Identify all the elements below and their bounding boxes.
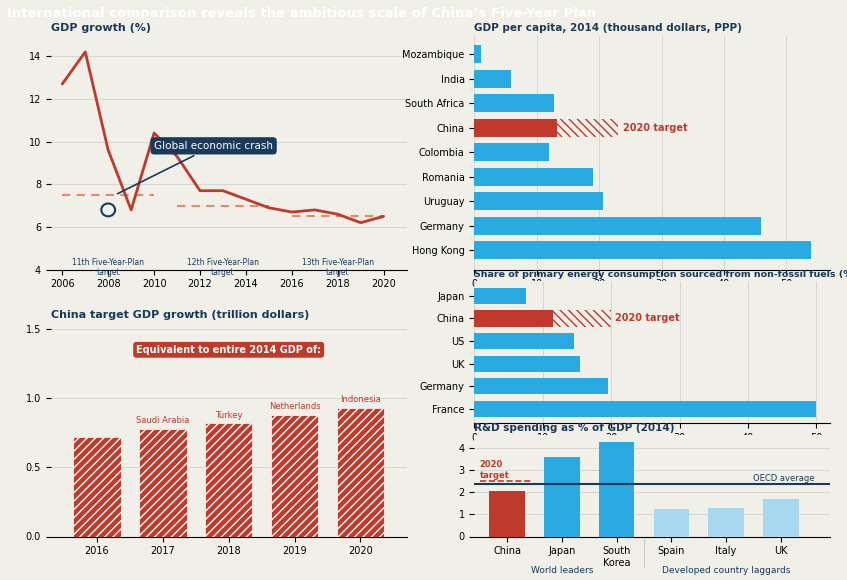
Bar (474, 95, 554, 112)
Text: Developed country laggards: Developed country laggards (662, 566, 790, 575)
Bar (73, 437, 120, 536)
Text: OECD average: OECD average (753, 474, 815, 483)
Text: 2020 target: 2020 target (615, 313, 679, 324)
Bar (139, 429, 186, 536)
Bar (474, 356, 580, 372)
Text: Netherlands: Netherlands (268, 402, 320, 411)
Bar (763, 499, 799, 536)
Bar (490, 491, 525, 536)
Bar (654, 509, 689, 536)
Bar (544, 457, 579, 536)
Bar (474, 241, 811, 259)
Text: World leaders: World leaders (531, 566, 593, 575)
Bar (474, 45, 481, 63)
Bar (708, 508, 744, 536)
Bar (474, 288, 526, 304)
Bar (271, 415, 318, 536)
Text: 13th Five-Year-Plan
target: 13th Five-Year-Plan target (302, 258, 374, 277)
Bar (474, 378, 608, 394)
Text: GDP per capita, 2014 (thousand dollars, PPP): GDP per capita, 2014 (thousand dollars, … (474, 23, 742, 32)
Text: Turkey: Turkey (215, 411, 242, 419)
Bar (205, 423, 252, 536)
Bar (474, 70, 511, 88)
Text: Saudi Arabia: Saudi Arabia (136, 416, 190, 425)
Text: Equivalent to entire 2014 GDP of:: Equivalent to entire 2014 GDP of: (136, 345, 321, 355)
Text: 11th Five-Year-Plan
target: 11th Five-Year-Plan target (72, 258, 144, 277)
Bar (474, 193, 603, 210)
Text: China target GDP growth (trillion dollars): China target GDP growth (trillion dollar… (51, 310, 309, 320)
Text: Indonesia: Indonesia (340, 396, 381, 404)
Bar (599, 442, 634, 536)
Text: 12th Five-Year-Plan
target: 12th Five-Year-Plan target (187, 258, 259, 277)
Text: 2020
target: 2020 target (479, 460, 510, 480)
Bar (556, 119, 617, 136)
Bar (553, 310, 612, 327)
Bar (474, 168, 593, 186)
Bar (474, 119, 556, 136)
Text: Global economic crash: Global economic crash (118, 141, 273, 194)
Bar (474, 143, 549, 161)
Bar (474, 217, 761, 234)
Text: 2020 target: 2020 target (623, 123, 688, 133)
Bar (474, 401, 817, 417)
Text: GDP growth (%): GDP growth (%) (51, 23, 151, 32)
Bar (474, 333, 573, 349)
Text: Share of primary energy consumption sourced from non-fossil fuels (%): Share of primary energy consumption sour… (474, 270, 847, 279)
Text: International comparison reveals the ambitious scale of China’s Five-Year Plan: International comparison reveals the amb… (7, 6, 596, 20)
Text: R&D spending as % of GDP (2014): R&D spending as % of GDP (2014) (474, 423, 675, 433)
Bar (337, 408, 385, 536)
Bar (474, 310, 553, 327)
